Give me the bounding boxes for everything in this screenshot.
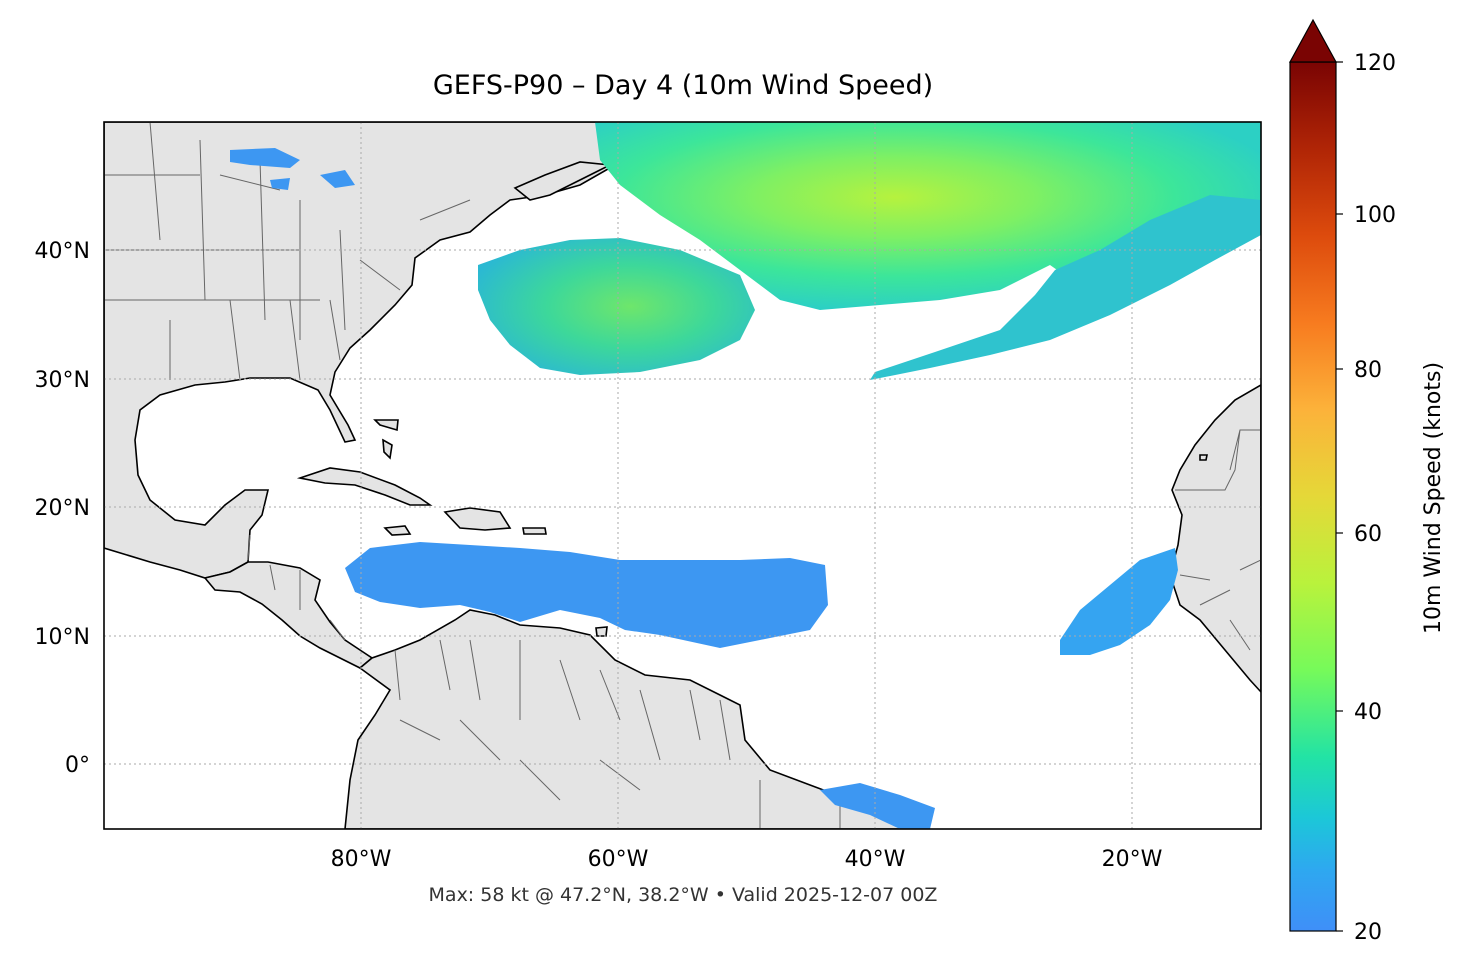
borders-layer xyxy=(104,122,1261,829)
map-footer-info: Max: 58 kt @ 47.2°N, 38.2°W • Valid 2025… xyxy=(428,884,938,906)
wind-region-mid-atlantic-low xyxy=(478,238,755,375)
land-jamaica xyxy=(383,525,412,536)
lat-tick-40n: 40°N xyxy=(35,239,90,264)
colorbar-gradient xyxy=(1289,61,1337,932)
map-frame xyxy=(103,121,1262,830)
lat-tick-20n: 20°N xyxy=(35,496,90,521)
wind-region-west-africa xyxy=(1060,548,1178,655)
land-trinidad xyxy=(595,626,608,637)
lon-tick-labels: 80°W 60°W 40°W 20°W xyxy=(331,847,1163,872)
map-area xyxy=(104,122,1261,829)
wind-region-great-lakes xyxy=(230,148,355,190)
colorbar-tick-100: 100 xyxy=(1354,203,1396,228)
colorbar: 20 40 60 80 100 120 10m Wind Speed (knot… xyxy=(1288,18,1446,945)
colorbar-label: 10m Wind Speed (knots) xyxy=(1421,362,1446,634)
wind-speed-field xyxy=(230,122,1261,829)
land-central-america xyxy=(203,561,374,669)
lat-tick-0: 0° xyxy=(65,753,90,778)
land-cuba xyxy=(296,467,433,506)
land-bahamas xyxy=(373,419,399,460)
lon-tick-60w: 60°W xyxy=(588,847,649,872)
colorbar-tick-20: 20 xyxy=(1354,920,1382,945)
lon-tick-80w: 80°W xyxy=(331,847,392,872)
colorbar-tick-80: 80 xyxy=(1354,358,1382,383)
lon-tick-20w: 20°W xyxy=(1102,847,1163,872)
lat-tick-labels: 40°N 30°N 20°N 10°N 0° xyxy=(35,239,90,778)
wind-region-caribbean xyxy=(345,542,828,648)
land-north-america xyxy=(104,122,616,579)
colorbar-tick-40: 40 xyxy=(1354,700,1382,725)
land-nova-scotia xyxy=(513,161,613,201)
wind-region-brazil-coast xyxy=(820,783,935,829)
land-puerto-rico xyxy=(522,527,547,535)
land-canary-islands xyxy=(1199,454,1208,461)
colorbar-tick-60: 60 xyxy=(1354,522,1382,547)
map-title: GEFS-P90 – Day 4 (10m Wind Speed) xyxy=(432,70,934,101)
land-south-america xyxy=(344,609,922,829)
lon-tick-40w: 40°W xyxy=(845,847,906,872)
lat-tick-10n: 10°N xyxy=(35,625,90,650)
land-hispaniola xyxy=(443,507,512,531)
land-africa xyxy=(1169,384,1261,694)
land-layer xyxy=(104,122,1261,829)
colorbar-extend-arrow xyxy=(1288,18,1338,63)
lat-tick-30n: 30°N xyxy=(35,368,90,393)
wind-region-tail-streak xyxy=(870,195,1261,380)
colorbar-tick-120: 120 xyxy=(1354,51,1396,76)
colorbar-tick-marks xyxy=(1336,61,1343,932)
